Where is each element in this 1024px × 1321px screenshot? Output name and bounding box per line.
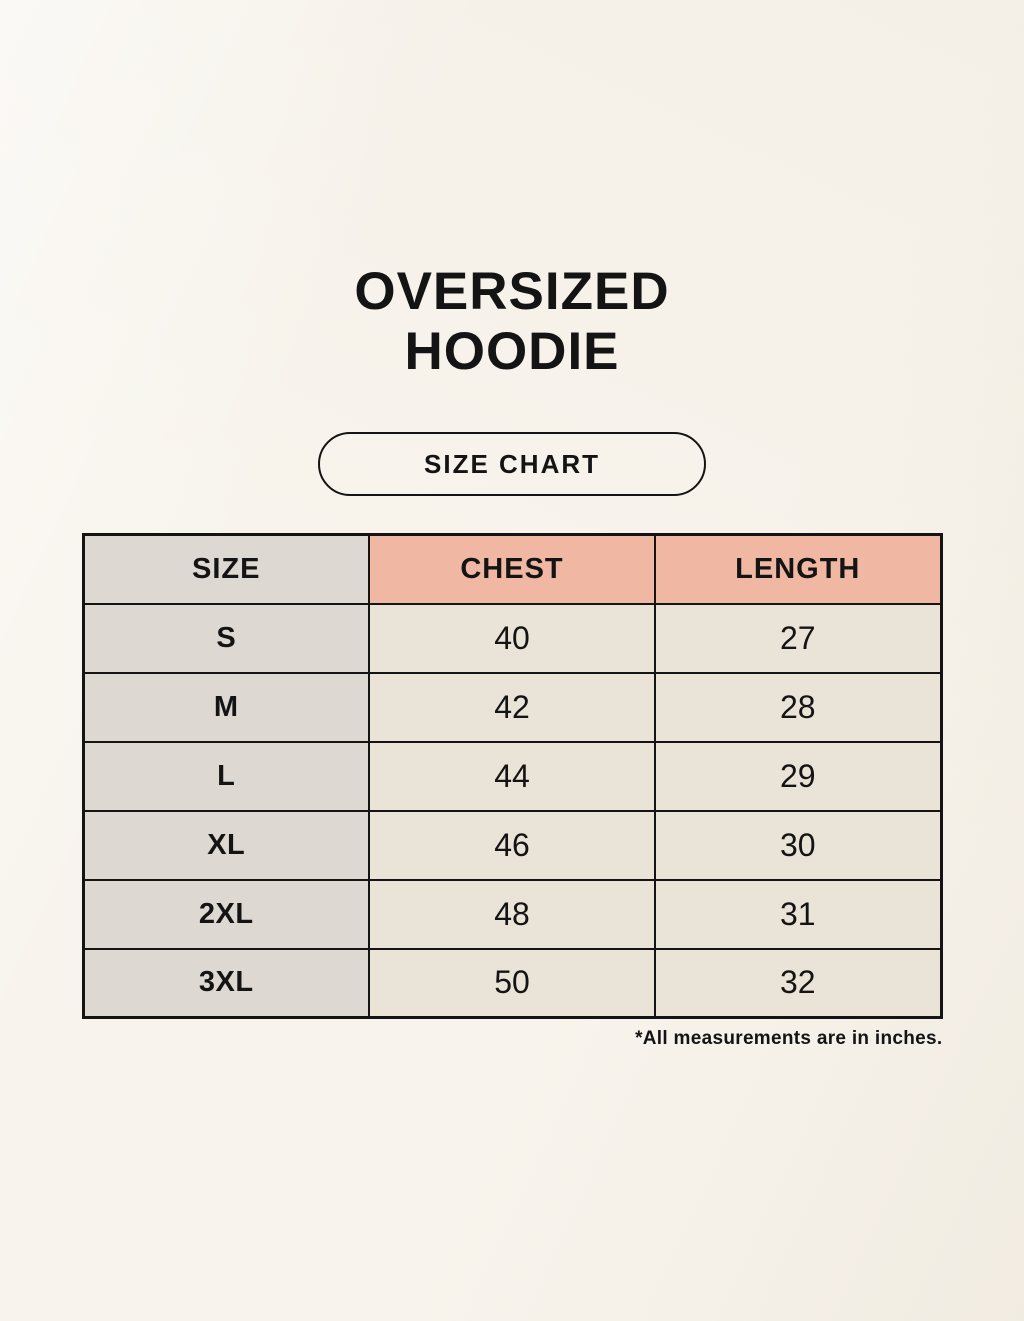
product-title-line-2: HOODIE (404, 322, 620, 381)
length-value: 29 (654, 740, 942, 812)
length-value: 31 (654, 878, 942, 950)
table-row: L 44 29 (82, 740, 942, 812)
size-label: 2XL (82, 878, 370, 950)
table-row: XL 46 30 (82, 809, 942, 881)
size-label: S (82, 602, 370, 674)
size-label: 3XL (82, 947, 370, 1019)
table-row: 2XL 48 31 (82, 878, 942, 950)
table-header-row: SIZE CHEST LENGTH (82, 533, 942, 605)
product-title-line-1: OVERSIZED (354, 262, 670, 321)
product-title: OVERSIZED HOODIE (0, 0, 1024, 382)
table-row: 3XL 50 32 (82, 947, 942, 1019)
column-header-length: LENGTH (654, 533, 942, 605)
chest-value: 42 (368, 671, 656, 743)
chest-value: 50 (368, 947, 656, 1019)
column-header-chest: CHEST (368, 533, 656, 605)
chest-value: 48 (368, 878, 656, 950)
length-value: 30 (654, 809, 942, 881)
table-row: S 40 27 (82, 602, 942, 674)
length-value: 32 (654, 947, 942, 1019)
size-chart-badge: SIZE CHART (318, 432, 706, 496)
chest-value: 46 (368, 809, 656, 881)
size-label: XL (82, 809, 370, 881)
size-chart-badge-label: SIZE CHART (424, 448, 600, 479)
size-chart-table-container: SIZE CHEST LENGTH S 40 27 M 42 28 L (81, 533, 943, 1019)
table-row: M 42 28 (82, 671, 942, 743)
size-chart-table: SIZE CHEST LENGTH S 40 27 M 42 28 L (81, 533, 943, 1019)
length-value: 28 (654, 671, 942, 743)
column-header-size: SIZE (82, 533, 370, 605)
size-label: L (82, 740, 370, 812)
chest-value: 40 (368, 602, 656, 674)
size-label: M (82, 671, 370, 743)
chest-value: 44 (368, 740, 656, 812)
length-value: 27 (654, 602, 942, 674)
measurements-footnote: *All measurements are in inches. (635, 1028, 943, 1049)
